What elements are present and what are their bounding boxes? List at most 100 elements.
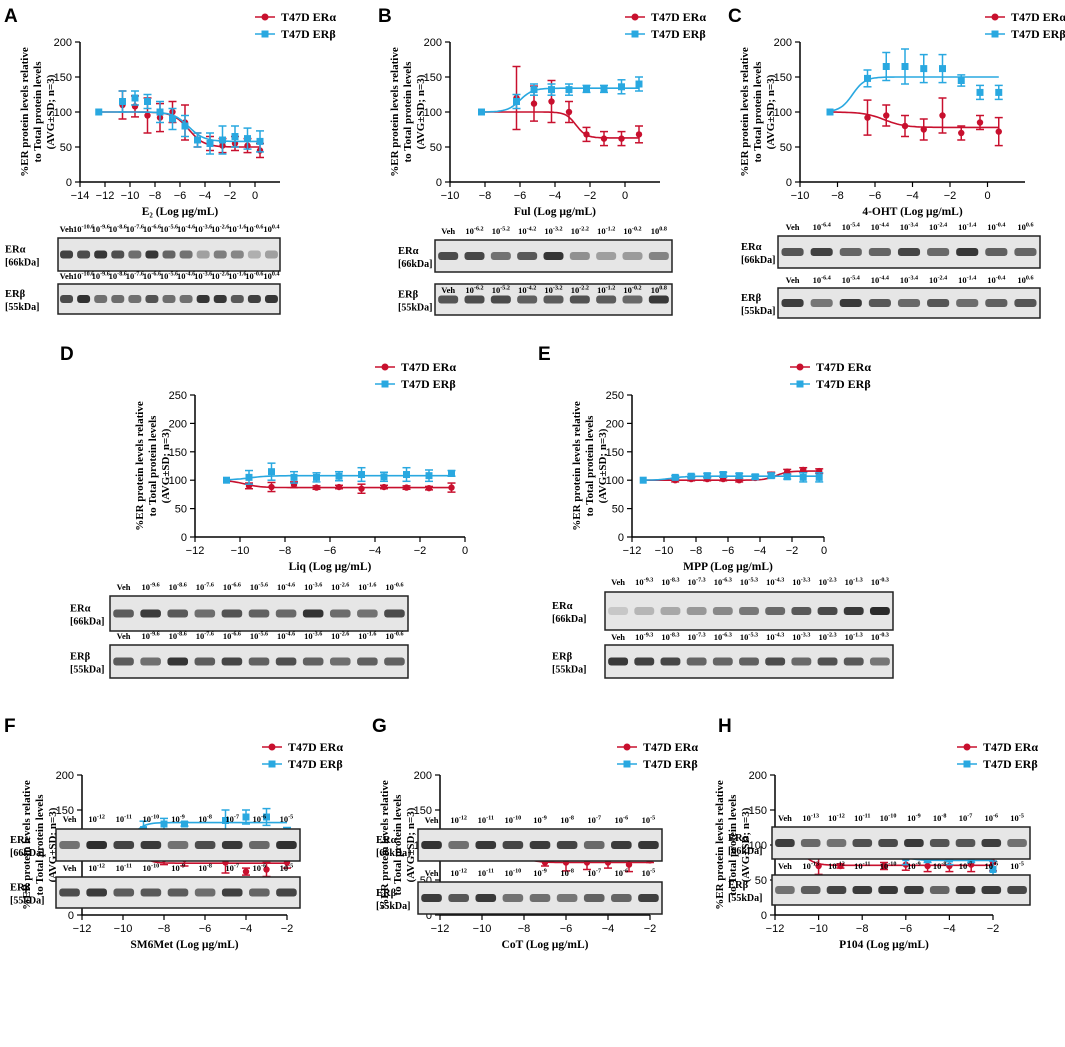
blot-band [800,839,821,847]
lane-base: 10 [688,632,697,642]
lane-base: 10 [740,577,749,587]
y-tick-label: 100 [424,107,442,119]
lane-base: 10 [88,863,97,873]
blot-band [86,888,107,897]
blot-band [448,841,469,849]
blot-band [162,295,176,303]
blot-band [810,248,833,256]
data-point-erb [864,74,871,82]
x-tick-label: −6 [199,923,212,935]
y-tick-label: 200 [56,770,74,782]
blot-band [276,841,297,849]
lane-label: 10-9 [533,815,547,825]
blot-kda-label: [66kDa] [5,258,39,269]
data-point-erb [290,473,298,481]
lane-exponent: -3.2 [553,286,563,292]
lane-exponent: -4.4 [879,223,889,229]
blot-band [556,894,578,902]
blot-band [583,841,605,849]
x-tick-label: −8 [518,923,531,935]
lane-label: 10-7.6 [126,224,144,234]
lane-base: 10 [358,582,367,592]
blot-band [904,886,924,894]
blot-band [194,609,216,618]
lane-exponent: -5.6 [258,632,268,638]
lane-exponent: -2.4 [938,223,948,229]
x-tick-label: −2 [644,923,657,935]
lane-base: 10 [143,271,152,281]
lane-exponent: -6 [623,816,628,822]
lane-label: 10-5 [642,868,656,878]
blot-band [712,657,733,666]
lane-base: 10 [109,224,118,234]
blot-band [247,295,261,303]
lane-exponent: -6.4 [821,276,831,282]
y-axis-label: (AVG±SD; n=3) [415,74,427,149]
fit-curve-erb [481,87,639,113]
lane-base: 10 [959,861,968,871]
lane-label: 10-9.3 [635,577,653,587]
x-tick-label: −4 [943,923,956,935]
blot-band [221,657,243,666]
lane-base: 10 [661,577,670,587]
blot-band [464,252,485,260]
data-point-erb [815,473,823,481]
blot-band [897,248,921,256]
blot-band [869,657,890,666]
blot-band [817,657,838,666]
lane-base: 10 [142,582,151,592]
lane-base: 10 [198,863,207,873]
lane-label: 10-4.4 [871,275,889,285]
data-point-era [837,862,844,870]
blot-protein-label: ERβ [552,652,573,663]
lane-exponent: -5.6 [168,225,178,231]
lane-exponent: -0.6 [254,272,264,278]
blot-band [384,657,405,666]
lane-label: 100.6 [1017,275,1033,285]
lane-label: 10-3.2 [544,285,562,295]
y-axis-label: %ER protein levels relative [739,47,751,177]
lane-label: 10-5.6 [250,582,268,592]
blot-band [490,252,511,260]
lane-label: 10-4.3 [766,632,784,642]
lane-exponent: -2.6 [340,583,350,589]
blot-band [167,888,189,897]
lane-exponent: -7.6 [204,632,214,638]
lane-label: 10-4.2 [518,226,536,236]
lane-label: 10-5.2 [492,226,510,236]
data-point-erb [244,135,251,143]
lane-base: 10 [1017,222,1026,232]
lane-base: 10 [880,813,889,823]
blot-band [529,894,551,902]
lane-exponent: -0.4 [996,223,1006,229]
lane-label: 100.4 [263,271,279,281]
legend-marker-era [631,13,639,21]
blot-band [781,248,804,256]
data-point-erb [144,98,151,105]
lane-label: 10-9 [907,861,921,871]
lane-exponent: -11 [486,816,494,822]
lane-exponent: -8 [569,816,574,822]
lane-base: 10 [623,285,632,295]
legend-marker-erb [623,760,631,768]
blot-band [1014,248,1037,256]
blot-kda-label: [55kDa] [376,901,410,912]
lane-base: 10 [907,861,916,871]
blot-band [608,607,629,615]
lane-exponent: -4.6 [286,632,296,638]
lane-base: 10 [597,226,606,236]
blot-band [878,839,898,847]
blot-band [77,250,91,259]
data-point-era [313,484,320,491]
lane-base: 10 [142,631,151,641]
lane-label: 10-8.3 [661,632,679,642]
data-point-erb [223,476,230,484]
lane-base: 10 [478,868,487,878]
lane-base: 10 [828,861,837,871]
lane-exponent: -8 [207,815,212,821]
lane-exponent: -6 [993,814,998,820]
lane-exponent: -10 [151,815,159,821]
lane-exponent: -7 [234,815,239,821]
data-point-era [864,114,871,121]
blot-band [357,609,378,618]
